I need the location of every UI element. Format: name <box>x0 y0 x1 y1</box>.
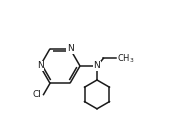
Text: Cl: Cl <box>33 90 41 99</box>
Text: N: N <box>67 44 73 53</box>
Text: CH$_3$: CH$_3$ <box>117 52 135 65</box>
Text: N: N <box>94 61 100 71</box>
Text: N: N <box>37 61 43 71</box>
